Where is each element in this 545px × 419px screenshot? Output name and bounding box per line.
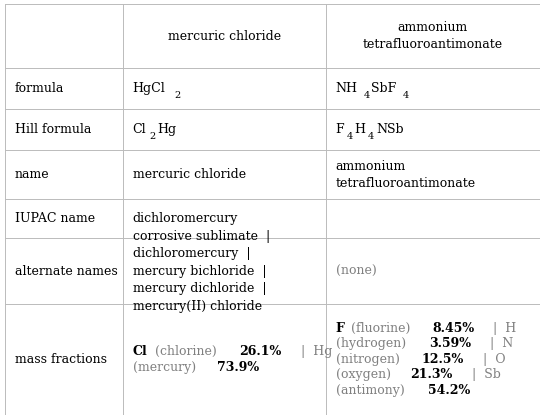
Text: 3.59%: 3.59% [429,337,471,350]
Text: (oxygen): (oxygen) [336,368,395,381]
Text: 4: 4 [403,91,409,100]
Text: F: F [336,123,344,136]
Text: ammonium
tetrafluoroantimonate: ammonium tetrafluoroantimonate [336,160,476,189]
Text: 4: 4 [368,132,374,141]
Text: name: name [15,168,50,181]
Text: SbF: SbF [371,82,397,95]
Text: H: H [354,123,365,136]
Text: F: F [336,322,344,335]
Text: (none): (none) [336,264,376,278]
Text: Cl: Cl [132,345,147,358]
Text: 54.2%: 54.2% [427,384,470,397]
Text: 26.1%: 26.1% [239,345,282,358]
Text: (nitrogen): (nitrogen) [336,353,403,366]
Text: 21.3%: 21.3% [410,368,452,381]
Text: 12.5%: 12.5% [421,353,464,366]
Text: |  O: | O [475,353,505,366]
Text: (mercury): (mercury) [132,361,199,374]
Text: |  Hg: | Hg [293,345,332,358]
Text: dichloromercury: dichloromercury [132,212,238,225]
Text: |  H: | H [485,322,517,335]
Text: Hg: Hg [158,123,177,136]
Text: Cl: Cl [132,123,146,136]
Text: mercuric chloride: mercuric chloride [132,168,246,181]
Text: |  Sb: | Sb [464,368,500,381]
Text: NH: NH [336,82,358,95]
Text: (fluorine): (fluorine) [347,322,414,335]
Text: 2: 2 [174,91,180,100]
Text: (chlorine): (chlorine) [151,345,221,358]
Text: ammonium
tetrafluoroantimonate: ammonium tetrafluoroantimonate [362,21,503,51]
Text: mercuric chloride: mercuric chloride [168,29,281,42]
Text: (hydrogen): (hydrogen) [336,337,410,350]
Text: HgCl: HgCl [132,82,165,95]
Text: 4: 4 [364,91,370,100]
Text: NSb: NSb [376,123,404,136]
Text: IUPAC name: IUPAC name [15,212,95,225]
Text: 4: 4 [347,132,353,141]
Text: formula: formula [15,82,64,95]
Text: (antimony): (antimony) [336,384,408,397]
Text: 73.9%: 73.9% [217,361,259,374]
Text: corrosive sublimate  |
dichloromercury  |
mercury bichloride  |
mercury dichlori: corrosive sublimate | dichloromercury | … [132,230,270,313]
Text: |  N: | N [482,337,513,350]
Text: Hill formula: Hill formula [15,123,92,136]
Text: alternate names: alternate names [15,264,118,278]
Text: 8.45%: 8.45% [432,322,474,335]
Text: mass fractions: mass fractions [15,353,107,366]
Text: 2: 2 [150,132,156,141]
